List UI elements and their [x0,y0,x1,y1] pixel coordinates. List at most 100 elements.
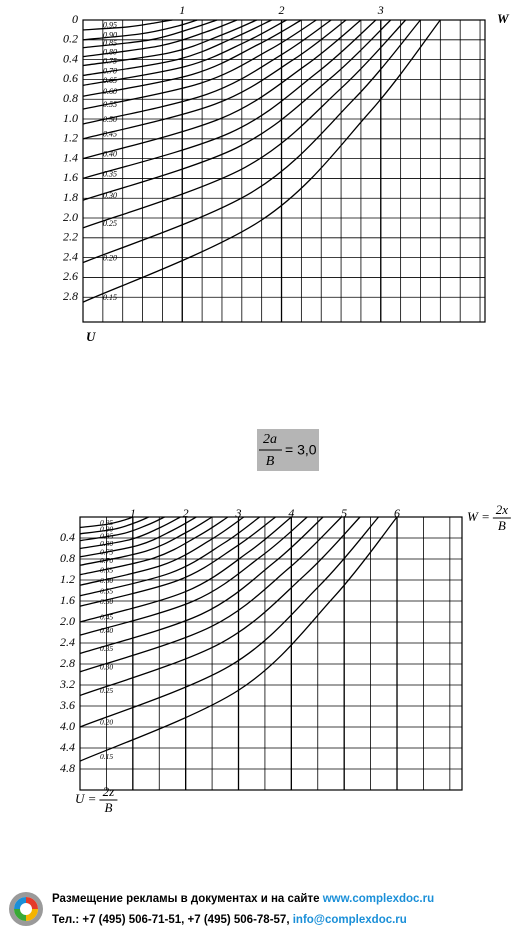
isoline-label: 0.45 [100,613,113,622]
isoline [82,19,332,125]
isoline [79,516,197,558]
isoline [82,19,347,140]
isoline [82,19,441,303]
isoline [82,19,421,264]
isoline [79,516,245,586]
chart: 0 0.2 0.4 0.6 0.8 1.0 1.2 1.4 1.6 1.8 2.0 2.2 2.4 2.6… [63,3,510,344]
isoline-label: 0.15 [103,293,117,302]
footer-email-link[interactable]: info@complexdoc.ru [293,914,407,926]
logo [9,892,43,926]
y-tick-label: 2.8 [60,656,75,670]
isoline [79,516,261,597]
isoline-label: 0.80 [103,47,117,56]
y-tick-label: 4.4 [60,740,75,754]
isoline-label: 0.60 [100,576,113,585]
isoline-label: 0.40 [103,149,117,158]
y-tick-label: 3.2 [59,677,75,691]
x-tick-label: 4 [288,506,294,520]
x-axis-label-numerator: 2x [496,502,509,517]
isoline-label: 0.90 [103,31,117,40]
isoline-label: 0.30 [100,663,113,672]
isoline-label: 0.95 [103,21,117,30]
isoline [79,516,229,576]
y-axis-label-denominator: B [104,800,112,815]
y-tick-label: 0.4 [60,530,75,544]
footer-site-link[interactable]: www.complexdoc.ru [322,893,434,905]
isoline [79,516,342,673]
isoline-label: 0.65 [100,565,113,574]
y-tick-label: 2.0 [63,210,78,224]
isoline-label: 0.15 [100,752,113,761]
isoline-label: 0.35 [103,169,117,178]
isoline [82,19,218,49]
isoline-label: 0.70 [100,556,113,565]
isoline-label: 0.80 [100,539,113,548]
isoline [82,19,272,77]
y-tick-label: 0.6 [63,71,78,85]
y-tick-label: 1.0 [63,111,78,125]
y-tick-label: 1.2 [60,572,75,586]
formula-value: = 3,0 [285,442,317,458]
y-tick-label: 2.2 [63,230,78,244]
y-tick-label: 0.8 [63,91,78,105]
y-tick-label: 2.6 [63,269,78,283]
isoline-label: 0.55 [103,100,117,109]
y-tick-label: 1.8 [63,190,78,204]
isoline [79,516,398,762]
footer-text: Размещение рекламы в документах и на сай… [52,893,323,905]
y-tick-label: 1.6 [60,593,75,607]
isoline-label: 0.50 [100,597,113,606]
x-tick-label: 3 [235,506,242,520]
isoline [82,19,407,229]
isoline-label: 0.20 [100,718,113,727]
footer-line: Размещение рекламы в документах и на сай… [52,893,434,905]
isoline-label: 0.70 [103,66,117,75]
isoline-label: 0.60 [103,87,117,96]
y-tick-label: 0 [72,12,78,26]
y-tick-label: 4.8 [60,761,75,775]
isoline-label: 0.90 [100,525,113,534]
isoline [79,516,276,607]
isoline [82,19,377,180]
y-tick-label: 1.4 [63,150,78,164]
x-axis-label-denominator: B [498,518,506,533]
y-axis-label-numerator: 2z [103,784,115,799]
isoline [79,516,324,655]
isoline-label: 0.95 [100,518,113,527]
isoline-label: 0.85 [100,531,113,540]
x-tick-label: 5 [341,506,347,520]
isoline-label: 0.50 [103,115,117,124]
isoline-label: 0.45 [103,130,117,139]
isoline [82,19,362,160]
formula-numerator: 2a [263,432,277,447]
isoline-label: 0.20 [103,253,117,262]
isoline-label: 0.30 [103,191,117,200]
y-tick-label: 2.4 [63,249,78,263]
y-axis-label: U = [75,791,96,806]
isoline [79,516,361,697]
isoline-label: 0.75 [100,548,113,557]
footer-line: Тел.: +7 (495) 506-71-51, +7 (495) 506-7… [52,914,407,926]
isoline-label: 0.35 [100,644,113,653]
isoline [82,19,317,110]
isoline-label: 0.40 [100,626,113,635]
isoline [79,516,308,636]
isoline [82,19,302,97]
isoline [79,516,213,566]
isoline [82,19,238,58]
isoline [79,516,165,542]
isoline-label: 0.25 [100,686,113,695]
y-tick-label: 1.2 [63,131,78,145]
x-tick-label: 1 [179,3,185,17]
y-tick-label: 2.4 [60,635,75,649]
y-tick-label: 0.4 [63,51,78,65]
x-axis-label: W [497,11,510,26]
y-tick-label: 3.6 [59,698,75,712]
isoline [82,19,392,201]
isoline [82,19,198,41]
y-tick-label: 2.8 [63,289,78,303]
x-tick-label: 1 [130,506,136,520]
y-tick-label: 1.6 [63,170,78,184]
